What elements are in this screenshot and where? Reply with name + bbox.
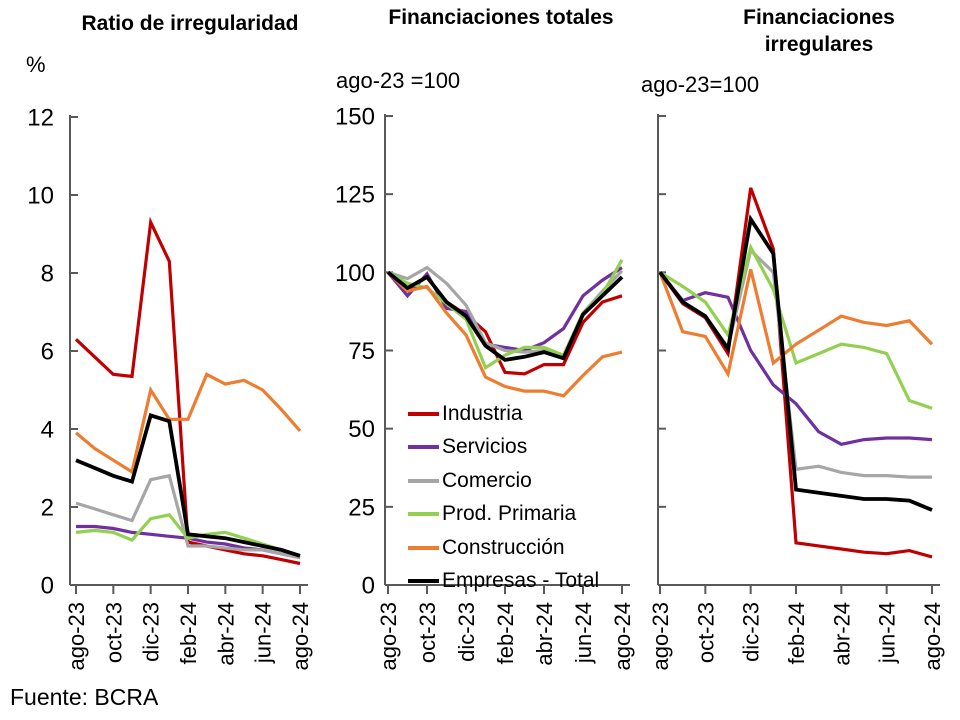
- legend-item-industria: Industria: [408, 397, 599, 431]
- legend-swatch-construccion: [408, 545, 439, 550]
- panel-title-irregulares: Financiaciones irregulares: [743, 6, 895, 56]
- x-tick-label: abr-24: [829, 602, 854, 666]
- x-tick-label: feb-24: [493, 602, 518, 664]
- y-tick-label: 12: [27, 105, 54, 132]
- series-line-comercio: [75, 473, 301, 560]
- panel: ago-23 oct-23 dic-23 feb-24 abr-24 jun-24 ago-…: [648, 114, 945, 671]
- series-line-prod-primaria: [659, 242, 933, 410]
- x-tick-label: jun-24: [251, 602, 276, 664]
- panel: 0 2 4 6 8 10 12 ago-23 oct-23 dic-23 feb-24 abr-24 j…: [27, 105, 313, 671]
- legend-swatch-industria: [408, 411, 439, 416]
- series-line-empresas-total: [75, 413, 301, 558]
- y-tick-label: 50: [348, 416, 375, 443]
- y-tick-label: 2: [41, 495, 54, 522]
- y-tick-label: 6: [41, 339, 54, 366]
- panel-title-ratio: Ratio de irregularidad: [81, 12, 299, 35]
- y-tick-label: 100: [335, 260, 375, 287]
- x-tick-label: ago-23: [64, 602, 89, 671]
- legend-swatch-empresas-total: [408, 579, 439, 584]
- y-tick-label: 0: [41, 573, 54, 600]
- series-line-prod-primaria: [75, 513, 301, 558]
- series-line-industria: [658, 187, 933, 559]
- source-note: Fuente: BCRA: [10, 684, 159, 710]
- x-tick-label: oct-23: [693, 602, 718, 663]
- series-line-construcci-n: [386, 271, 623, 398]
- y-tick-label: 125: [335, 182, 375, 209]
- x-tick-label: ago-23: [376, 602, 401, 671]
- index-base-label-irregulares: ago-23=100: [641, 72, 760, 97]
- x-tick-label: dic-23: [739, 602, 764, 662]
- y-tick-label: 0: [362, 573, 375, 600]
- legend-swatch-prod-primaria: [408, 512, 439, 517]
- y-axis-unit-percent: %: [26, 52, 46, 77]
- x-tick-label: dic-23: [139, 602, 164, 662]
- x-tick-label: oct-23: [415, 602, 440, 663]
- legend-label-empresas-total: Empresas - Total: [442, 569, 600, 593]
- legend-item-prod-primaria: Prod. Primaria: [408, 498, 599, 532]
- x-tick-label: ago-24: [920, 602, 945, 671]
- legend-item-empresas-total: Empresas - Total: [408, 565, 599, 599]
- x-tick-label: dic-23: [454, 602, 479, 662]
- legend-swatch-servicios: [408, 445, 439, 450]
- x-tick-label: abr-24: [213, 602, 238, 666]
- series-line-empresas-total: [386, 270, 624, 362]
- y-tick-label: 8: [41, 261, 54, 288]
- x-tick-label: abr-24: [532, 602, 557, 666]
- y-tick-label: 150: [335, 104, 375, 131]
- panel-title-totales: Financiaciones totales: [388, 6, 614, 29]
- x-tick-label: jun-24: [571, 602, 596, 664]
- series-line-empresas-total: [658, 214, 933, 512]
- legend-item-servicios: Servicios: [408, 431, 599, 465]
- x-tick-label: ago-23: [648, 602, 673, 671]
- y-tick-label: 10: [27, 183, 54, 210]
- legend-label-prod-primaria: Prod. Primaria: [442, 502, 577, 526]
- legend: Industria Servicios Comercio Prod. Prima…: [408, 397, 599, 598]
- legend-label-comercio: Comercio: [442, 468, 532, 492]
- x-tick-label: oct-23: [101, 602, 126, 663]
- legend-label-construccion: Construcción: [442, 535, 565, 559]
- y-tick-label: 25: [348, 494, 375, 521]
- series-line-servicios: [658, 271, 933, 446]
- legend-label-industria: Industria: [442, 401, 523, 425]
- legend-item-comercio: Comercio: [408, 464, 599, 498]
- legend-swatch-comercio: [408, 478, 439, 483]
- x-tick-label: feb-24: [176, 602, 201, 664]
- x-tick-label: ago-24: [610, 602, 635, 671]
- series-line-servicios: [386, 266, 623, 353]
- panel: 0 25 50 75 100 125 150 ago-23 oct-23 dic-23 feb-24…: [335, 104, 635, 671]
- series-line-construcci-n: [74, 372, 302, 475]
- y-tick-label: 4: [41, 417, 54, 444]
- x-tick-label: ago-24: [288, 602, 313, 671]
- x-tick-label: feb-24: [784, 602, 809, 664]
- index-base-label-totales: ago-23 =100: [336, 68, 461, 93]
- series-line-construcci-n: [658, 268, 934, 379]
- y-tick-label: 75: [348, 338, 375, 365]
- legend-item-construccion: Construcción: [408, 531, 599, 565]
- legend-label-servicios: Servicios: [442, 435, 528, 459]
- x-tick-label: jun-24: [875, 602, 900, 664]
